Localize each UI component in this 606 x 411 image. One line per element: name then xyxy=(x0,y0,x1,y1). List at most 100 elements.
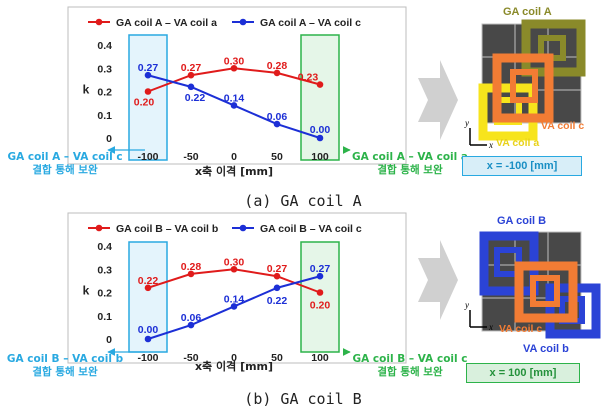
va-coil-c-inner-b xyxy=(530,275,560,307)
data-point xyxy=(187,321,195,329)
x-tick-label: -50 xyxy=(183,151,198,163)
data-label: 0.20 xyxy=(134,97,155,109)
y-axis-label: k xyxy=(83,284,90,298)
coil-b-diagram: y x xyxy=(464,231,601,339)
data-point xyxy=(273,284,281,292)
callout-right-line1: GA coil B – VA coil c xyxy=(353,353,468,365)
y-tick-label: 0 xyxy=(106,133,112,145)
svg-text:y: y xyxy=(464,118,469,128)
data-label: 0.30 xyxy=(224,256,245,268)
x-tick-label: -50 xyxy=(183,352,198,364)
x-tick-label: 50 xyxy=(271,151,283,163)
data-point xyxy=(273,120,281,128)
data-point xyxy=(316,134,324,142)
data-label: 0.00 xyxy=(310,124,331,136)
data-point xyxy=(316,81,324,88)
highlight-box-right xyxy=(300,241,340,353)
data-label: 0.27 xyxy=(181,62,202,74)
data-label: 0.14 xyxy=(224,293,245,305)
y-axis-label: k xyxy=(83,83,90,97)
y-tick-label: 0.4 xyxy=(97,241,112,253)
chart-a: 0 0.1 0.2 0.3 0.4 k -100 -50 0 50 100 x축 이격 [mm] 0.2… xyxy=(7,6,468,178)
data-point xyxy=(273,69,281,77)
legend-swatch-marker xyxy=(95,18,103,26)
x-axis-label: x축 이격 [mm] xyxy=(195,164,273,178)
callout-right-line2: 결합 통해 보완 xyxy=(377,163,443,176)
x-tick-label: 0 xyxy=(231,151,237,163)
data-label: 0.22 xyxy=(138,275,159,287)
y-tick-label: 0 xyxy=(106,334,112,346)
data-label: 0.27 xyxy=(267,263,288,275)
data-point xyxy=(230,265,238,273)
x-tick-label: -100 xyxy=(137,352,158,364)
data-label: 0.28 xyxy=(181,261,202,273)
data-label: 0.20 xyxy=(310,300,331,312)
va-coil-a-outer xyxy=(478,83,538,141)
offset-badge-b: x = 100 [mm] xyxy=(466,363,580,383)
data-point xyxy=(230,102,238,109)
svg-text:y: y xyxy=(464,300,469,310)
data-label: 0.06 xyxy=(267,111,288,123)
legend-swatch-marker xyxy=(95,224,103,232)
data-point xyxy=(144,335,152,343)
svg-text:x: x xyxy=(488,322,493,332)
data-label: 0.00 xyxy=(138,324,159,336)
data-label: 0.22 xyxy=(267,295,288,307)
callout-right-line2: 결합 통해 보완 xyxy=(377,365,443,378)
legend-entry: GA coil B – VA coil c xyxy=(260,223,362,235)
va-coil-c-outer xyxy=(492,53,554,123)
highlight-box-left xyxy=(128,34,168,161)
y-tick-label: 0.4 xyxy=(97,40,112,52)
legend-entry: GA coil A – VA coil a xyxy=(116,17,217,29)
data-label: 0.27 xyxy=(138,62,159,74)
callout-left-line2: 결합 통해 보완 xyxy=(32,163,98,176)
data-point xyxy=(144,284,152,292)
data-point xyxy=(187,270,195,278)
callout-left-line2: 결합 통해 보완 xyxy=(32,365,98,378)
legend-swatch-marker xyxy=(239,18,247,26)
svg-text:x: x xyxy=(488,140,493,150)
data-label: 0.27 xyxy=(310,263,331,275)
x-tick-label: 0 xyxy=(231,352,237,364)
va-coil-c-inner xyxy=(510,69,538,103)
x-tick-label: 100 xyxy=(311,151,329,163)
y-tick-label: 0.2 xyxy=(97,288,112,300)
legend-entry: GA coil B – VA coil b xyxy=(116,223,218,235)
data-point xyxy=(316,289,324,296)
data-point xyxy=(187,83,195,91)
caption-b: (b) GA coil B xyxy=(244,390,362,408)
data-point xyxy=(230,303,238,310)
x-axis-label: x축 이격 [mm] xyxy=(195,359,273,373)
callout-left-line1: GA coil A – VA coil c xyxy=(7,151,122,163)
data-point xyxy=(316,272,324,280)
x-tick-label: 100 xyxy=(311,352,329,364)
ga-coil-b-label: GA coil B xyxy=(497,215,546,227)
y-tick-label: 0.3 xyxy=(97,264,112,276)
highlight-box-left xyxy=(128,241,168,353)
data-point xyxy=(187,71,195,79)
ga-coil-a-label: GA coil A xyxy=(503,6,552,18)
data-label: 0.28 xyxy=(267,60,288,72)
chart-frame xyxy=(67,212,407,364)
coil-a-diagram: y x xyxy=(464,19,586,160)
arrow-right-icon xyxy=(418,240,458,320)
data-label: 0.23 xyxy=(298,72,319,84)
va-coil-c-label-a: VA coil c xyxy=(541,120,584,132)
data-label: 0.22 xyxy=(185,92,206,104)
data-point xyxy=(144,88,152,95)
y-tick-label: 0.1 xyxy=(97,311,112,323)
data-label: 0.06 xyxy=(181,312,202,324)
data-point xyxy=(230,64,238,72)
data-label: 0.14 xyxy=(224,92,245,104)
y-tick-label: 0.1 xyxy=(97,110,112,122)
va-coil-c-outer-b xyxy=(514,261,578,323)
y-tick-label: 0.3 xyxy=(97,63,112,75)
callout-right-line1: GA coil A – VA coil a xyxy=(352,151,468,163)
arrow-right-icon xyxy=(418,60,458,140)
data-point xyxy=(144,71,152,79)
va-coil-a-label: VA coil a xyxy=(496,137,539,149)
chart-b: 0 0.1 0.2 0.3 0.4 k -100 -50 0 50 100 x축 이격 [mm] 0.2… xyxy=(7,212,468,378)
x-tick-label: -100 xyxy=(137,151,158,163)
y-tick-label: 0.2 xyxy=(97,87,112,99)
callout-left-line1: GA coil B – VA coil b xyxy=(7,353,124,365)
